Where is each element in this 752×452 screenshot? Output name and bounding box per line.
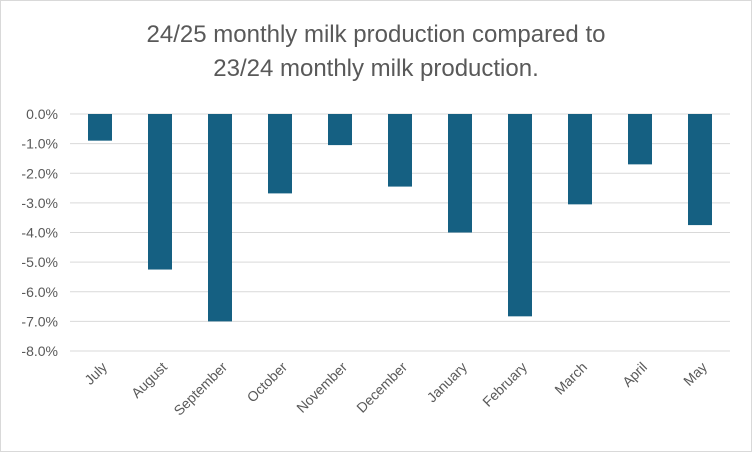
y-tick-label: -2.0% — [21, 165, 58, 181]
x-tick-label: September — [170, 359, 230, 419]
bar — [508, 114, 532, 317]
y-tick-label: -4.0% — [21, 225, 58, 241]
y-tick-label: -7.0% — [21, 313, 58, 329]
bar — [268, 114, 292, 194]
y-tick-label: -6.0% — [21, 284, 58, 300]
y-tick-label: -8.0% — [21, 343, 58, 359]
y-tick-label: -1.0% — [21, 136, 58, 152]
bar — [628, 114, 652, 165]
chart-title-line-2: 23/24 monthly milk production. — [213, 55, 539, 82]
x-tick-label: October — [244, 359, 291, 406]
y-tick-label: -5.0% — [21, 254, 58, 270]
bars — [88, 114, 712, 322]
bar — [208, 114, 232, 322]
bar — [328, 114, 352, 146]
bar — [448, 114, 472, 233]
bar — [568, 114, 592, 205]
x-tick-label: August — [128, 359, 170, 401]
x-tick-label: January — [424, 359, 471, 406]
x-tick-label: May — [680, 359, 710, 389]
x-tick-label: February — [479, 359, 530, 410]
x-tick-label: July — [81, 359, 110, 388]
x-axis-labels: July August September October November Decemb… — [81, 359, 710, 419]
y-axis-labels: 0.0% -1.0% -2.0% -3.0% -4.0% -5.0% -6.0% -7.0% -… — [21, 106, 58, 359]
bar — [88, 114, 112, 141]
x-tick-label: December — [353, 359, 410, 416]
bar — [148, 114, 172, 270]
x-tick-label: March — [551, 359, 590, 398]
y-tick-label: -3.0% — [21, 195, 58, 211]
bar — [388, 114, 412, 187]
chart-title-line-1: 24/25 monthly milk production compared t… — [146, 21, 606, 48]
x-tick-label: November — [293, 359, 350, 416]
chart-title: 24/25 monthly milk production compared t… — [0, 18, 752, 86]
bar — [688, 114, 712, 226]
x-tick-label: April — [619, 359, 650, 390]
y-tick-label: 0.0% — [26, 106, 58, 122]
